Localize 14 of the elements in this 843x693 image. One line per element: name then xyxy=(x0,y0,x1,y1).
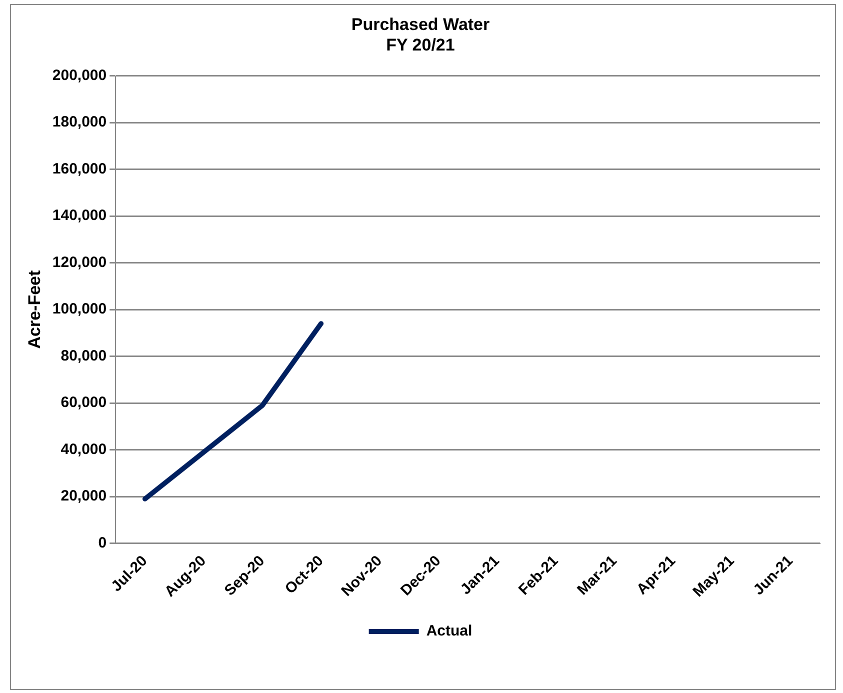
y-tick-label: 160,000 xyxy=(52,160,107,178)
y-tick-label: 20,000 xyxy=(60,488,107,505)
y-tick-label: 120,000 xyxy=(52,254,107,271)
legend-label: Actual xyxy=(426,622,472,640)
y-axis-title: Acre-Feet xyxy=(24,270,44,349)
y-tick-label: 60,000 xyxy=(60,394,107,412)
chart-title: Purchased Water FY 20/21 xyxy=(351,14,490,54)
y-tick-label: 80,000 xyxy=(60,347,107,364)
y-tick-label: 40,000 xyxy=(60,440,107,458)
y-tick-label: 140,000 xyxy=(52,207,107,224)
y-tick-label: 180,000 xyxy=(52,114,107,131)
y-tick-label: 100,000 xyxy=(52,300,107,318)
y-tick-label: 0 xyxy=(98,534,107,552)
y-tick-label: 200,000 xyxy=(52,66,107,84)
